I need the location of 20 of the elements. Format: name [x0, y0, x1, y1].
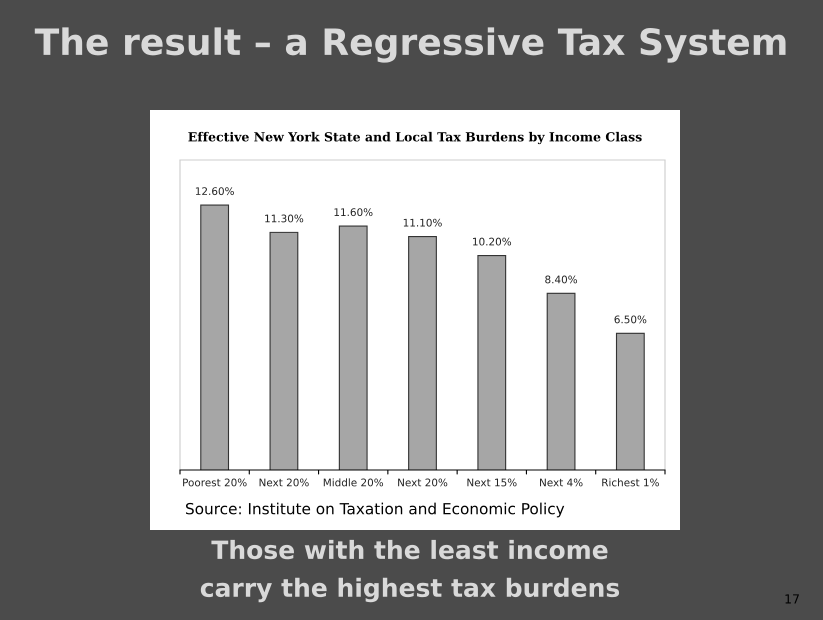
x-tick-label: Richest 1% [602, 478, 659, 486]
text: carry the highest tax burdens [200, 578, 620, 602]
data-label: 10.20% [473, 238, 512, 246]
x-tick-label: Next 20% [260, 478, 309, 486]
data-label: 12.60% [196, 187, 234, 196]
x-tick-label: Next 20% [398, 478, 448, 486]
x-tick-label: Next 15% [467, 478, 517, 486]
chart-subtitle: Effective New York State and Local Tax Burdens by Income Class [188, 132, 642, 144]
x-tick-label: Next 4% [540, 478, 583, 486]
text: Those with the least income [211, 540, 608, 560]
data-label: 11.60% [334, 208, 372, 216]
source-note: Source: Institute on Taxation and Economic Policy [186, 502, 564, 518]
data-label: 8.40% [545, 276, 578, 284]
data-label: 11.10% [404, 218, 442, 227]
x-tick-label: Middle 20% [324, 478, 384, 486]
data-label: 11.30% [265, 214, 304, 222]
data-label: 6.50% [614, 315, 646, 324]
chart-title: The result – a Regressive Tax System [34, 27, 786, 63]
x-tick-label: Poorest 20% [183, 478, 247, 486]
text: 17 [785, 594, 799, 604]
